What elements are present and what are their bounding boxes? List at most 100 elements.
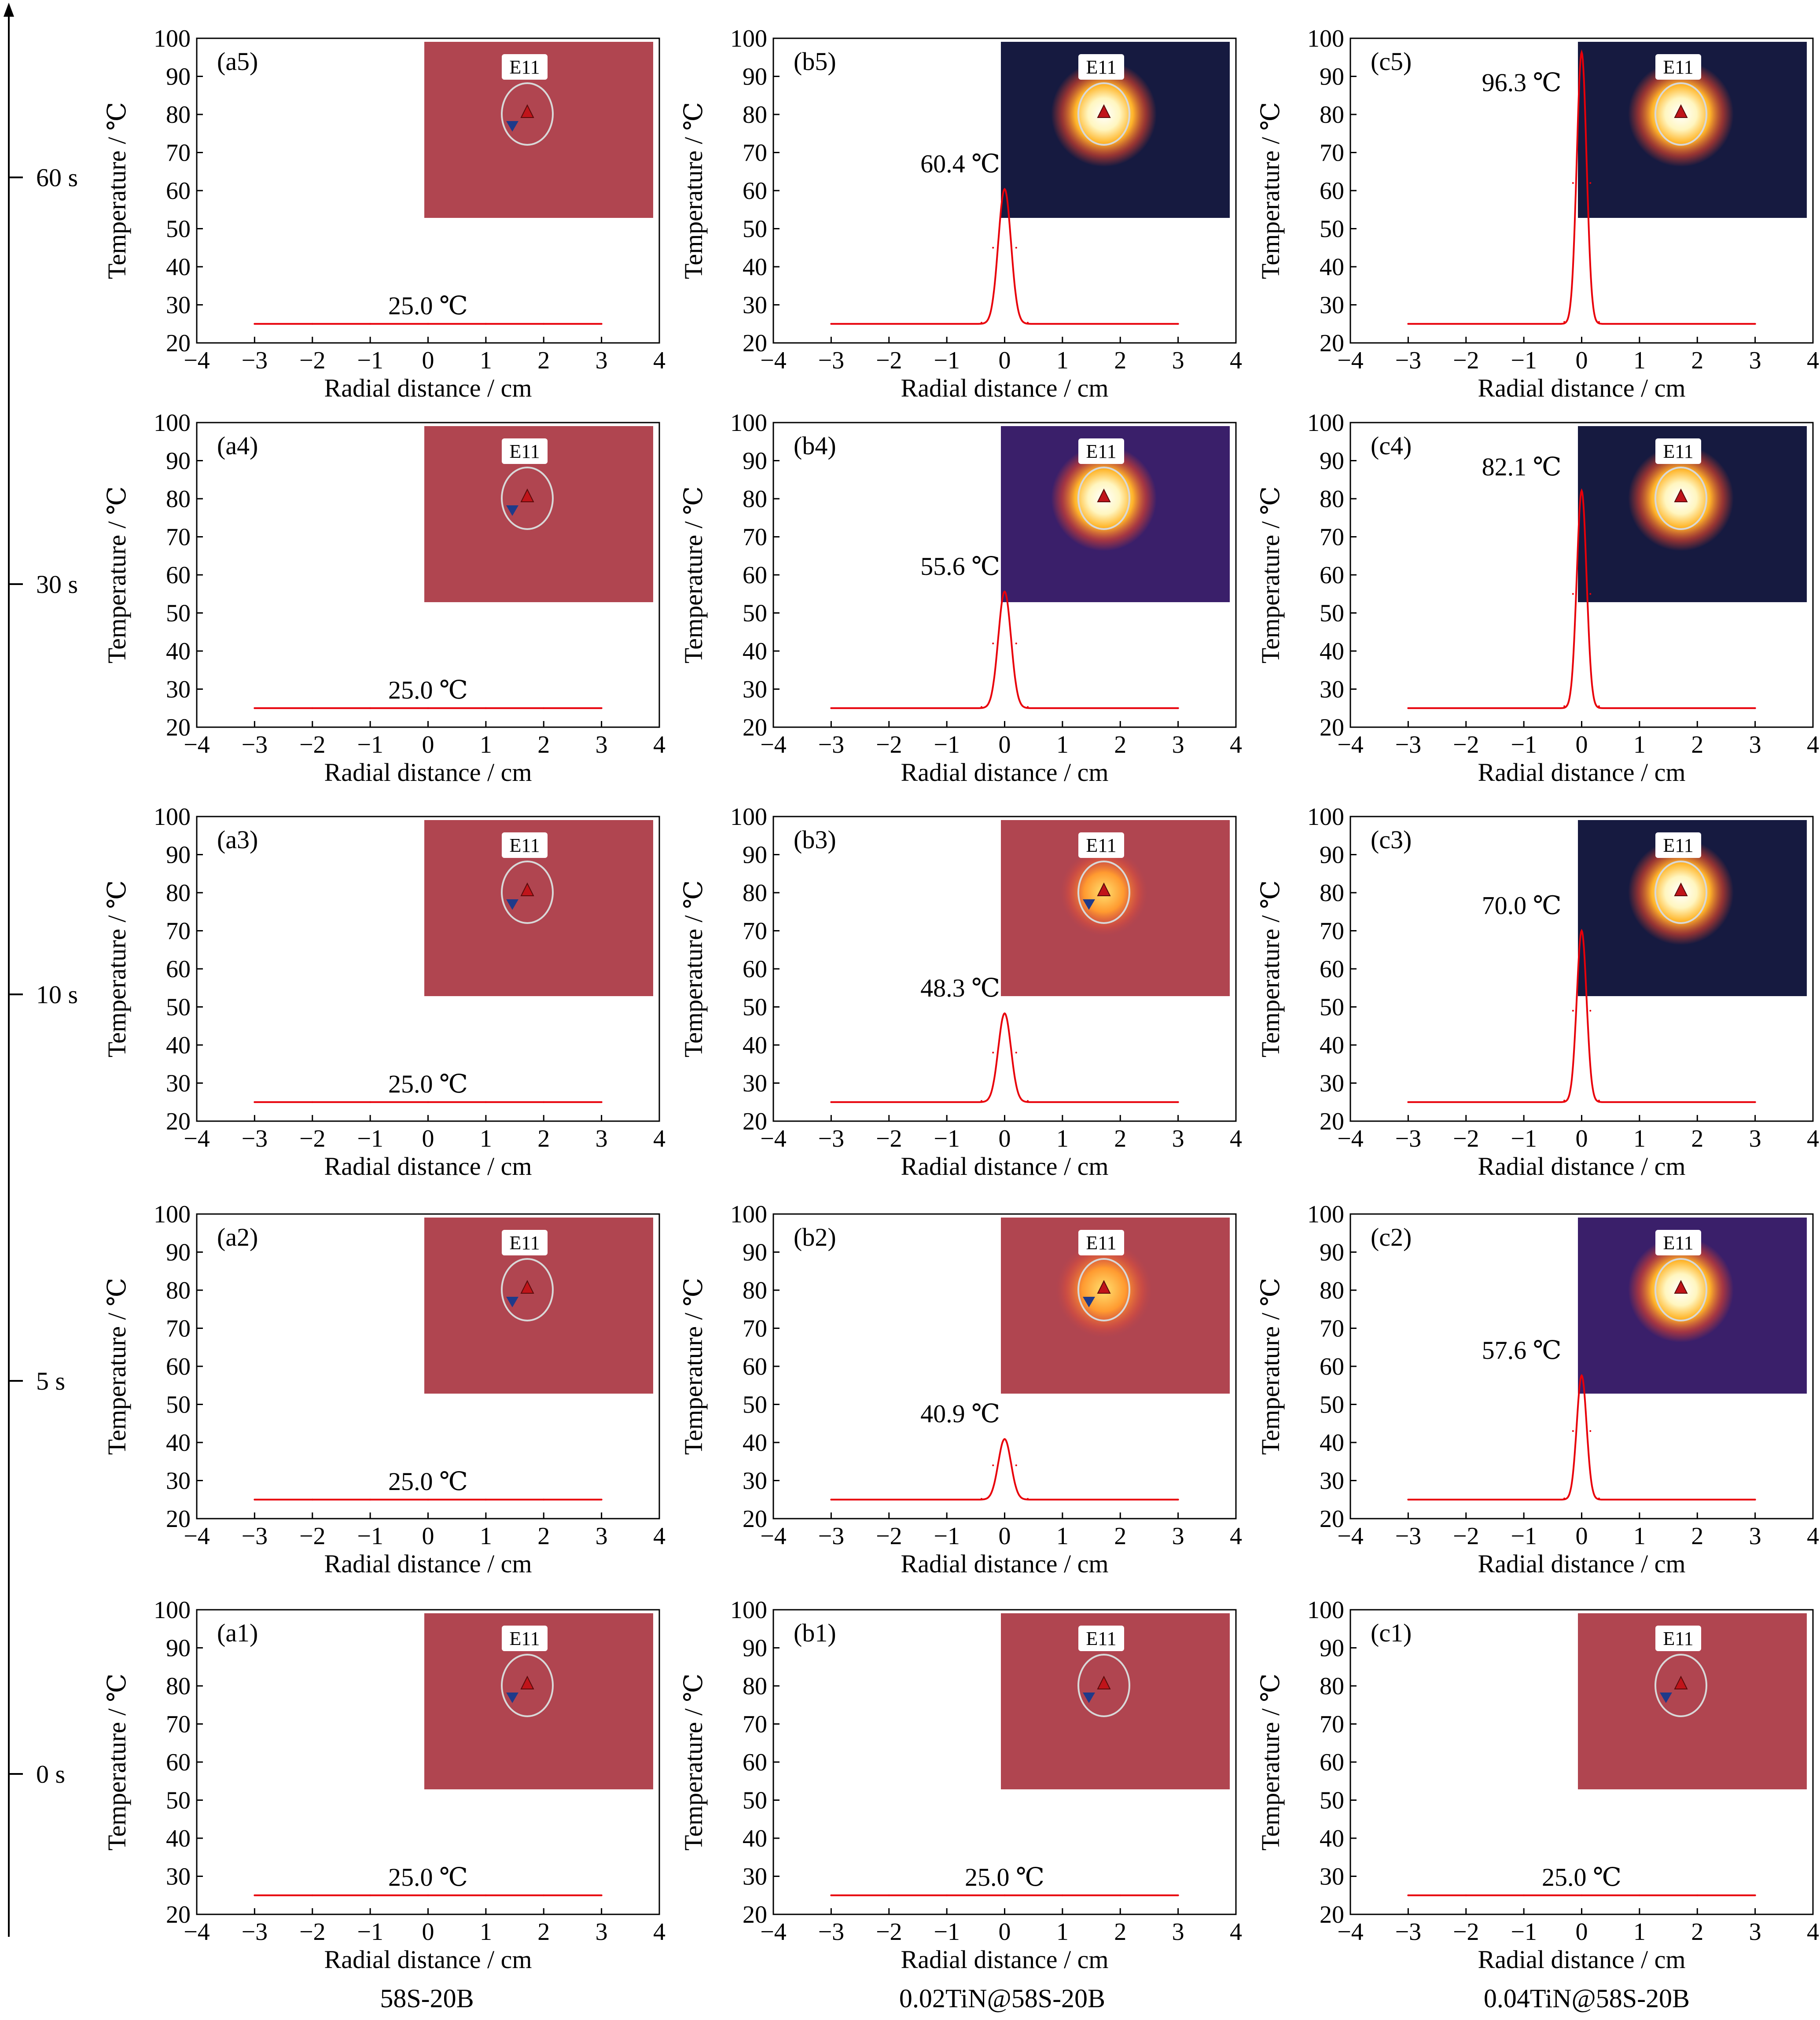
data-point: [254, 1894, 256, 1896]
e11-label: E11: [509, 1628, 540, 1649]
x-tick-label: 4: [1807, 1918, 1819, 1946]
x-tick-label: −1: [934, 1918, 960, 1946]
panel-label: (b3): [794, 825, 836, 854]
e11-tag: [1078, 832, 1124, 858]
x-tick-label: −2: [876, 1918, 902, 1946]
x-tick-label: −1: [934, 1523, 960, 1550]
e11-label: E11: [1086, 441, 1116, 462]
min-marker-icon: [506, 121, 518, 132]
data-point: [992, 1464, 994, 1466]
time-axis-arrowhead: [4, 3, 14, 17]
panel-b4: E11 20 30 40 50 60 70 80 90 100 −4 −3 −2 −1 0 1 2 3 4 Radia…: [679, 409, 1242, 787]
x-tick-label: 2: [537, 347, 550, 374]
x-tick-label: −1: [357, 1523, 383, 1550]
y-tick-label: 70: [743, 1315, 767, 1343]
y-tick-label: 50: [1320, 1391, 1344, 1419]
data-point: [1407, 323, 1409, 325]
time-label: 30 s: [36, 570, 78, 599]
x-tick-label: 4: [653, 347, 665, 374]
thermal-image-a2: E11: [424, 1218, 653, 1394]
panel-label: (c2): [1371, 1223, 1412, 1251]
x-tick-label: −4: [1337, 1918, 1364, 1946]
data-point: [1598, 705, 1600, 707]
data-point: [1119, 1894, 1121, 1896]
x-tick-label: 2: [537, 1125, 550, 1152]
y-tick-label: 90: [166, 448, 191, 475]
x-tick-label: −3: [1395, 1523, 1422, 1550]
x-tick-label: −3: [818, 347, 845, 374]
e11-label: E11: [509, 441, 540, 462]
y-tick-label: 50: [166, 1391, 191, 1419]
y-tick-label: 80: [743, 486, 767, 513]
y-tick-label: 80: [1320, 1673, 1344, 1700]
x-tick-label: 1: [480, 731, 492, 758]
thermal-image-a5: E11: [424, 42, 653, 218]
x-tick-label: 1: [480, 1125, 492, 1152]
e11-tag: [1655, 54, 1701, 80]
y-tick-label: 20: [166, 1901, 191, 1928]
x-tick-label: −1: [357, 1918, 383, 1946]
x-tick-label: −3: [242, 731, 268, 758]
x-tick-label: 0: [999, 1523, 1011, 1550]
x-tick-label: 1: [1056, 1125, 1069, 1152]
time-label: 10 s: [36, 980, 78, 1009]
y-tick-label: 40: [1320, 638, 1344, 665]
y-axis-label: Temperature / ℃: [1256, 1278, 1285, 1455]
panel-a2: E11 20 30 40 50 60 70 80 90 100 −4 −3 −2 −1 0 1 2 3 4 Radia…: [103, 1201, 665, 1578]
measurement-circle: [1655, 82, 1707, 146]
x-tick-label: −2: [1453, 1125, 1479, 1152]
y-tick-label: 90: [166, 63, 191, 91]
data-point: [1598, 1498, 1600, 1500]
x-tick-label: 0: [999, 347, 1011, 374]
panel-label: (c4): [1371, 431, 1412, 460]
y-tick-label: 90: [166, 1635, 191, 1662]
e11-label: E11: [1086, 56, 1116, 78]
y-axis-label: Temperature / ℃: [679, 102, 708, 279]
x-tick-label: 0: [999, 1125, 1011, 1152]
x-tick-label: 2: [537, 1918, 550, 1946]
data-point: [1015, 642, 1017, 644]
y-tick-label: 70: [1320, 1711, 1344, 1738]
y-tick-label: 70: [166, 524, 191, 551]
temperature-profile-line: [831, 1438, 1178, 1501]
data-point: [543, 707, 545, 709]
panel-c5: E11 20 30 40 50 60 70 80 90 100 −4 −3 −2 −1 0 1 2 3 4 Radia…: [1256, 25, 1819, 402]
x-tick-label: −2: [299, 1918, 326, 1946]
x-tick-label: −4: [184, 347, 210, 374]
panel-c3: E11 20 30 40 50 60 70 80 90 100 −4 −3 −2 −1 0 1 2 3 4 Radia…: [1256, 803, 1819, 1181]
e11-label: E11: [509, 1232, 540, 1254]
x-tick-label: −4: [1337, 1523, 1364, 1550]
y-tick-label: 60: [743, 177, 767, 205]
e11-tag: [502, 1230, 548, 1255]
panel-c2: E11 20 30 40 50 60 70 80 90 100 −4 −3 −2 −1 0 1 2 3 4 Radia…: [1256, 1201, 1819, 1578]
data-point: [1027, 1100, 1029, 1102]
y-tick-label: 50: [743, 1787, 767, 1814]
panel-label: (c3): [1371, 825, 1412, 854]
x-tick-label: 3: [1749, 1523, 1761, 1550]
x-tick-label: −4: [760, 1523, 787, 1550]
x-tick-label: 2: [1691, 347, 1703, 374]
y-tick-label: 30: [166, 1468, 191, 1495]
measurement-circle: [501, 467, 554, 530]
data-point: [888, 1894, 890, 1896]
peak-annotation: 48.3 ℃: [920, 974, 1000, 1002]
y-tick-label: 30: [1320, 1070, 1344, 1097]
data-point: [311, 1894, 313, 1896]
baseline-annotation: 25.0 ℃: [388, 1070, 468, 1098]
x-tick-label: −3: [1395, 731, 1422, 758]
x-axis-label: Radial distance / cm: [1478, 374, 1686, 402]
y-tick-label: 40: [743, 1429, 767, 1457]
y-tick-label: 70: [166, 918, 191, 945]
panel-label: (b2): [794, 1223, 836, 1251]
e11-tag: [1655, 1230, 1701, 1255]
x-tick-label: 2: [1691, 1523, 1703, 1550]
y-tick-label: 30: [743, 1468, 767, 1495]
data-point: [1004, 1438, 1006, 1440]
data-point: [1589, 1010, 1592, 1012]
x-tick-label: −3: [242, 1125, 268, 1152]
e11-label: E11: [1663, 835, 1693, 856]
x-tick-label: −3: [818, 1523, 845, 1550]
y-tick-label: 100: [730, 409, 767, 437]
x-tick-label: −4: [184, 1125, 210, 1152]
max-marker-icon: [1674, 488, 1688, 502]
